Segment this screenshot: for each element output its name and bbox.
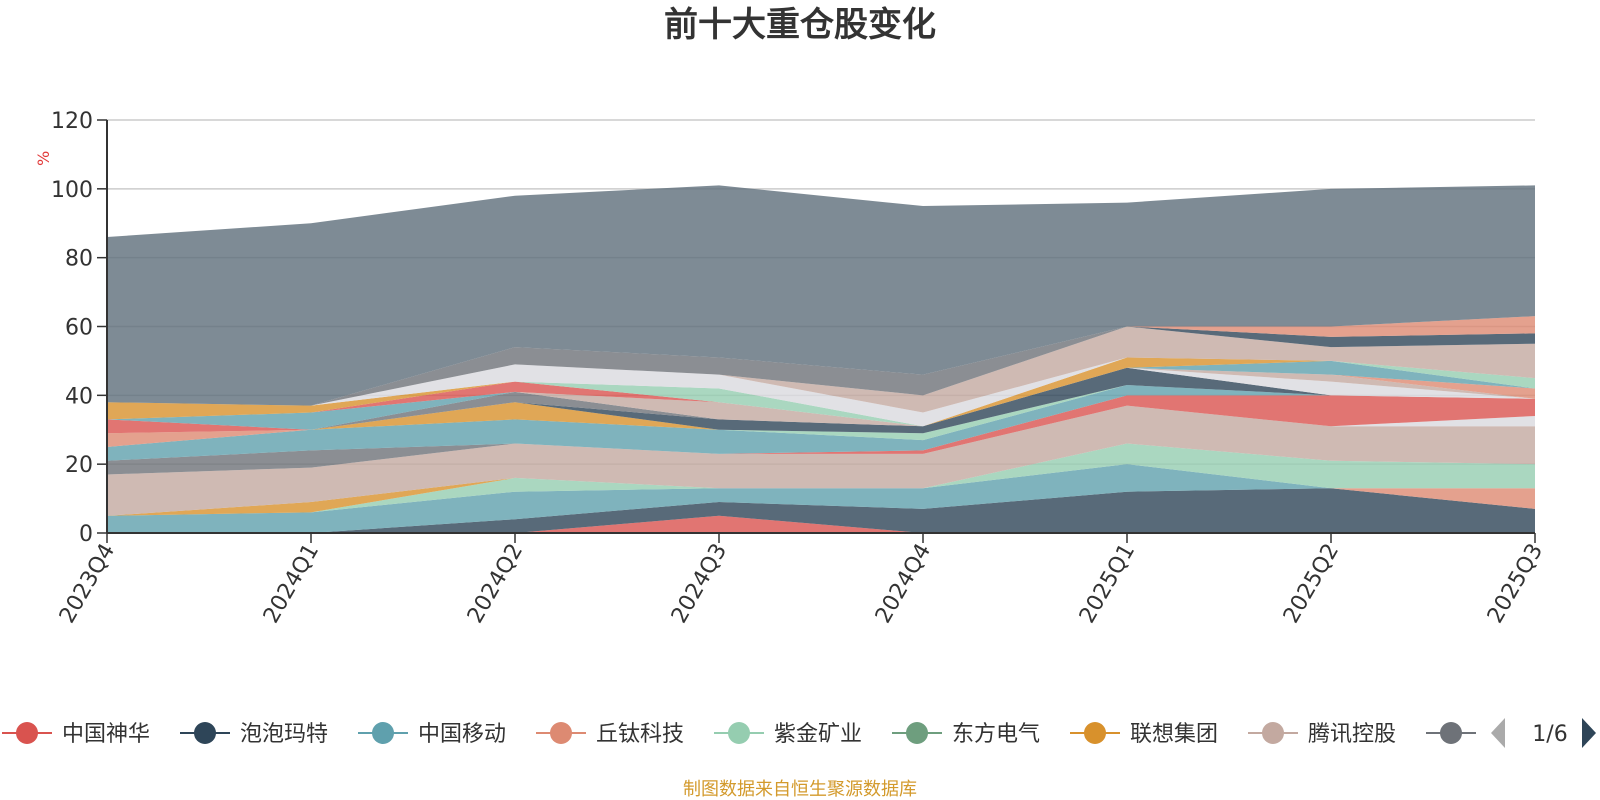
legend-label: 中国移动 [418, 722, 506, 747]
series-area-8 [107, 405, 1535, 475]
y-tick-label: 80 [65, 247, 93, 272]
y-tick-label: 20 [65, 453, 93, 478]
y-tick-label: 40 [65, 384, 93, 409]
legend-label: 腾讯控股 [1308, 722, 1396, 747]
x-tick-label: 2024Q3 [667, 540, 732, 628]
x-tick-label: 2023Q4 [55, 540, 120, 628]
y-tick-label: 120 [51, 109, 93, 134]
legend-item[interactable]: 腾讯控股 [1248, 722, 1396, 747]
legend-marker [728, 722, 750, 744]
x-tick-label: 2025Q1 [1075, 540, 1140, 628]
legend: 中国神华 泡泡玛特 中国移动 丘钛科技 紫金矿业 东方电气 联想集团 腾讯控股 1/6 [2, 705, 1600, 765]
series-area-15 [107, 367, 1535, 434]
x-tick-label: 2024Q2 [463, 540, 528, 628]
legend-marker [372, 722, 394, 744]
series-area-7 [107, 405, 1535, 516]
plot-areas [107, 185, 1535, 533]
legend-label: 紫金矿业 [774, 722, 862, 747]
legend-label: 丘钛科技 [596, 722, 684, 747]
series-area-2 [107, 464, 1535, 533]
series-area-0 [107, 515, 1535, 533]
footer-source-text: 制图数据来自恒生聚源数据库 [683, 779, 917, 800]
legend-item[interactable]: 东方电气 [892, 722, 1040, 747]
legend-marker [550, 722, 572, 744]
series-area-25 [107, 357, 1535, 427]
legend-item[interactable] [1426, 722, 1476, 744]
legend-item[interactable]: 联想集团 [1070, 722, 1218, 747]
x-tick-label: 2024Q4 [871, 540, 936, 628]
series-area-26 [107, 326, 1535, 413]
series-area-23 [107, 360, 1535, 427]
series-area-14 [107, 385, 1535, 434]
series-area-1 [107, 488, 1535, 533]
legend-marker [1440, 722, 1462, 744]
triangle-left-icon[interactable] [1491, 718, 1505, 748]
y-axis-label: % [34, 151, 53, 166]
series-area-28 [107, 316, 1535, 406]
triangle-right-icon[interactable] [1582, 718, 1596, 748]
x-tick-label: 2025Q2 [1279, 540, 1344, 628]
x-tick-label: 2025Q3 [1483, 540, 1548, 628]
y-tick-label: 100 [51, 178, 93, 203]
legend-marker [194, 722, 216, 744]
legend-label: 中国神华 [62, 722, 150, 747]
series-area-18 [107, 367, 1535, 434]
series-area-6 [107, 443, 1535, 516]
series-area-21 [107, 360, 1535, 430]
series-area-4 [107, 443, 1535, 516]
series-area-11 [107, 385, 1535, 461]
y-tick-label: 0 [79, 522, 93, 547]
legend-item[interactable]: 丘钛科技 [536, 722, 684, 747]
series-area-20 [107, 367, 1535, 434]
legend-item[interactable]: 紫金矿业 [714, 722, 862, 747]
legend-item[interactable]: 泡泡玛特 [180, 722, 328, 747]
legend-item[interactable]: 中国神华 [2, 722, 150, 747]
legend-page-indicator: 1/6 [1532, 722, 1567, 747]
legend-item[interactable]: 中国移动 [358, 722, 506, 747]
legend-label: 东方电气 [952, 722, 1040, 747]
x-tick-label: 2024Q1 [259, 540, 324, 628]
series-area-10 [107, 395, 1535, 461]
legend-marker [16, 722, 38, 744]
legend-marker [1084, 722, 1106, 744]
legend-marker [1262, 722, 1284, 744]
legend-label: 联想集团 [1130, 722, 1218, 747]
y-tick-label: 60 [65, 316, 93, 341]
chart-title: 前十大重仓股变化 [664, 5, 936, 45]
legend-marker [906, 722, 928, 744]
series-area-30 [107, 185, 1535, 406]
legend-label: 泡泡玛特 [240, 722, 328, 747]
